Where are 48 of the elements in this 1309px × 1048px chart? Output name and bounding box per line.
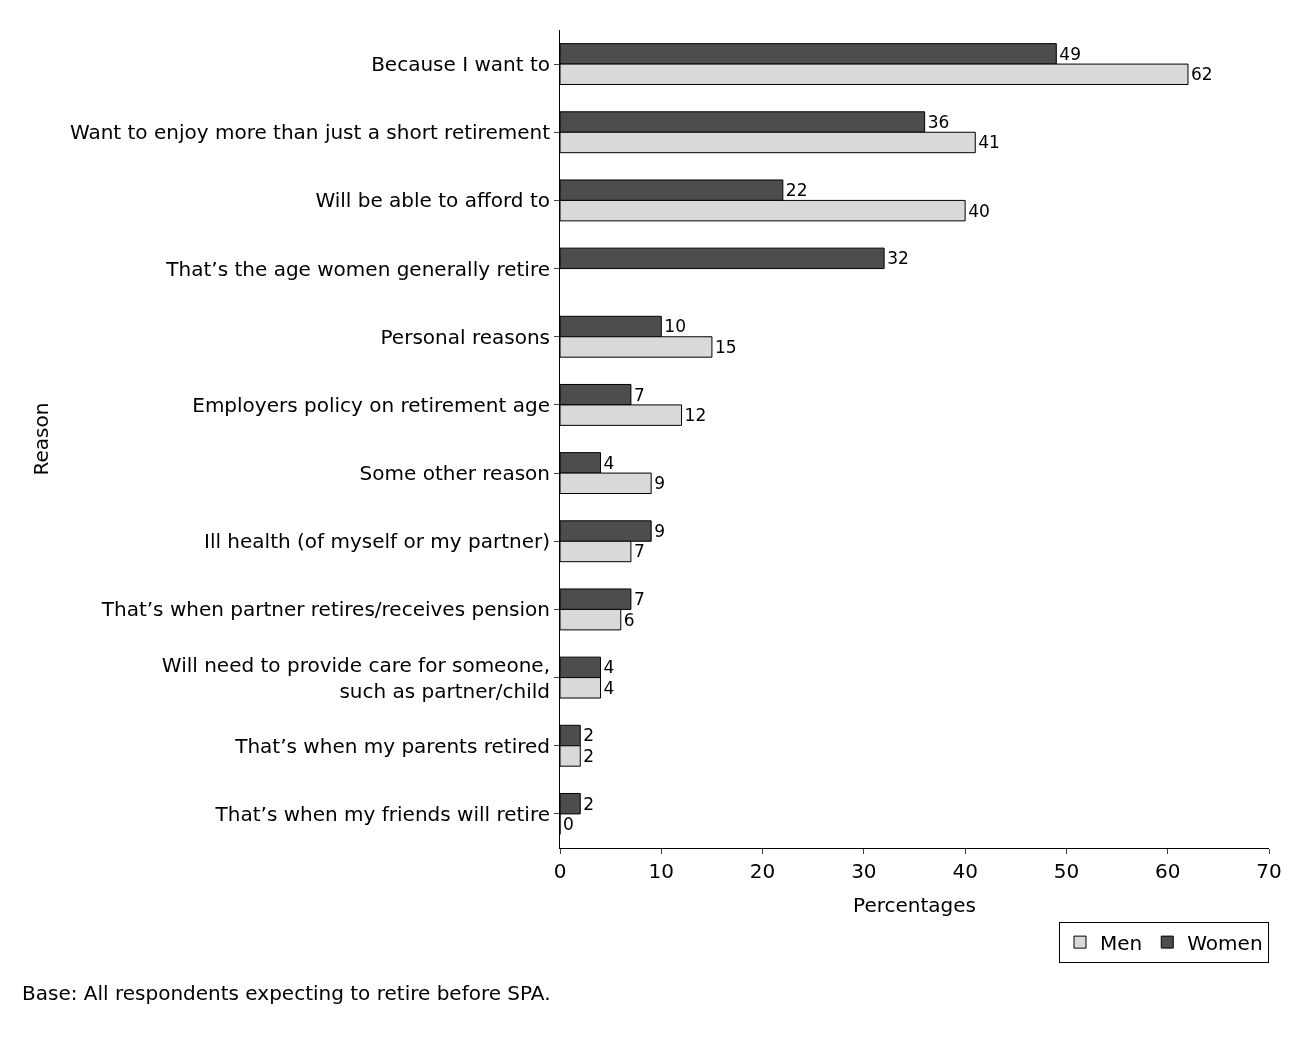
data-label: 9	[654, 520, 666, 541]
data-label: 4	[603, 657, 615, 678]
y-tick-label: Ill health (of myself or my partner)	[204, 529, 550, 554]
data-label: 2	[583, 745, 595, 766]
x-tick-label: 40	[952, 859, 978, 883]
data-label: 32	[887, 248, 909, 269]
y-tick-label: Personal reasons	[380, 324, 550, 349]
x-tick-label: 50	[1053, 859, 1080, 883]
data-label: 4	[603, 452, 615, 473]
y-tick-label: That’s when partner retires/receives pension	[100, 597, 550, 622]
y-tick-label: Some other reason	[359, 461, 550, 486]
legend-label: Men	[1100, 930, 1143, 955]
y-tick-label: Employers policy on retirement age	[192, 392, 550, 417]
y-tick-label: That’s when my friends will retire	[214, 801, 550, 826]
y-axis-title: Reason	[29, 402, 54, 476]
data-label: 22	[785, 180, 808, 201]
data-label: 6	[623, 609, 635, 630]
y-tick-label: That’s when my parents retired	[234, 733, 550, 758]
data-label: 2	[583, 725, 595, 746]
data-label: 40	[968, 200, 990, 221]
data-label: 12	[684, 405, 707, 426]
y-tick-label: Will be able to afford to	[315, 188, 550, 213]
x-axis-title: Percentages	[853, 892, 976, 917]
data-label: 7	[633, 589, 645, 610]
data-label: 2	[583, 793, 595, 814]
data-label: 49	[1059, 43, 1081, 64]
y-tick-label: Will need to provide care for someone, such as partner/child	[161, 652, 550, 703]
data-label: 7	[633, 384, 645, 405]
x-tick-label: 30	[851, 859, 877, 883]
data-label: 36	[927, 111, 950, 132]
data-label: 9	[654, 473, 666, 494]
x-tick-label: 20	[749, 859, 776, 883]
data-label: 0	[563, 814, 574, 835]
x-tick-label: 70	[1256, 859, 1282, 883]
y-tick-label: Because I want to	[371, 52, 550, 77]
text: Base: All respondents expecting to retire before SPA.	[22, 981, 551, 1005]
x-tick-label: 60	[1154, 859, 1181, 883]
data-label: 62	[1190, 64, 1213, 85]
legend-label: Women	[1187, 930, 1263, 955]
data-label: 15	[714, 336, 737, 357]
data-label: 7	[633, 541, 645, 562]
x-tick-label: 10	[648, 859, 675, 883]
data-label: 10	[664, 316, 686, 337]
y-tick-label: That’s the age women generally retire	[165, 256, 550, 281]
data-label: 41	[978, 132, 1000, 153]
x-tick-label: 0	[553, 859, 567, 883]
data-label: 4	[603, 677, 615, 698]
y-tick-label: Want to enjoy more than just a short retirement	[69, 120, 551, 145]
